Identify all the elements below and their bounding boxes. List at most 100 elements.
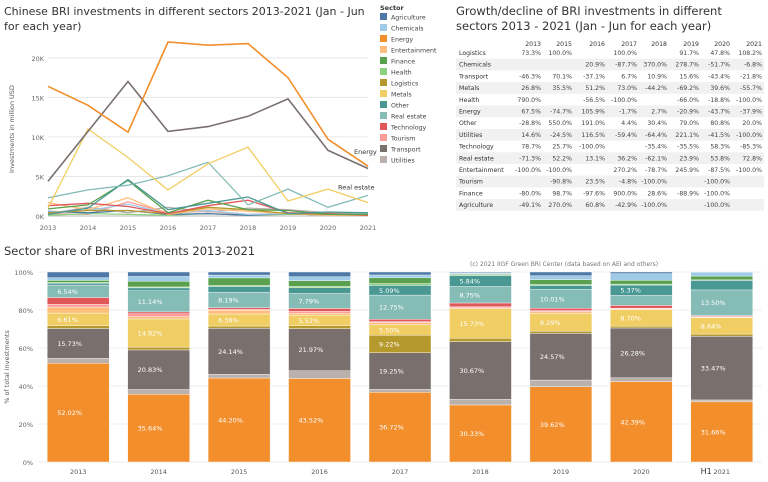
bar-segment-energy bbox=[207, 377, 271, 463]
table-row-label: Entertainment bbox=[459, 167, 504, 174]
line-chart: 0K 5K 10K 15K 20K 2013 2014 2015 2016 2017 2018 201… bbox=[8, 4, 437, 232]
legend-swatch-logistics bbox=[380, 79, 387, 86]
table-row-label: Logistics bbox=[459, 50, 486, 57]
table-cell: -100.0% bbox=[641, 179, 667, 186]
legend-swatch-finance bbox=[380, 57, 387, 64]
table-cell: 221.1% bbox=[675, 132, 699, 139]
data-label: 5.52% bbox=[299, 317, 320, 325]
bar-segment-other bbox=[529, 285, 593, 290]
table-cell: -35.4% bbox=[645, 144, 667, 151]
table-row-band bbox=[456, 82, 764, 94]
y-axis-label: Investments in million USD bbox=[8, 85, 16, 173]
table-cell: -37.1% bbox=[583, 73, 605, 80]
table-cell: 4.4% bbox=[621, 120, 637, 127]
y-tick-label: 100% bbox=[14, 269, 33, 277]
bar-segment-technology bbox=[368, 319, 432, 322]
data-label: 5.09% bbox=[379, 287, 400, 295]
x-tick-label: 2020 bbox=[633, 468, 650, 476]
table-cell: -71.3% bbox=[519, 155, 541, 162]
table-cell: 550.0% bbox=[548, 120, 572, 127]
data-label: 8.75% bbox=[459, 291, 480, 299]
table-cell: -37.9% bbox=[740, 109, 762, 116]
table-row-band bbox=[456, 152, 764, 164]
legend-label-chemicals: Chemicals bbox=[391, 26, 424, 33]
y-tick-label: 15K bbox=[31, 94, 44, 102]
table-cell: 26.8% bbox=[521, 85, 541, 92]
table-cell: -41.5% bbox=[708, 132, 730, 139]
bar-segment-logistics bbox=[610, 325, 673, 329]
x-tick-label: 2017 bbox=[392, 468, 409, 476]
line-chart-title: Chinese BRI investments in different sec… bbox=[4, 5, 365, 33]
bar-segment-logistics bbox=[690, 333, 753, 337]
x-tick-label: 2021 bbox=[360, 224, 377, 232]
data-label: 39.62% bbox=[540, 421, 565, 429]
table-cell: 72.8% bbox=[742, 155, 762, 162]
table-cell: -100.0% bbox=[611, 97, 637, 104]
table-cell: -87.7% bbox=[615, 62, 637, 69]
bar-segment-transport bbox=[127, 349, 190, 390]
table-cell: -21.8% bbox=[740, 73, 762, 80]
legend-label-utilities: Utilities bbox=[391, 158, 415, 165]
table-cell: 23.9% bbox=[679, 155, 699, 162]
bar-segment-utilities bbox=[288, 370, 351, 379]
table-cell: 35.5% bbox=[552, 85, 572, 92]
table-cell: 30.4% bbox=[647, 120, 667, 127]
table-cell: 73.0% bbox=[617, 85, 637, 92]
table-title: Growth/decline of BRI investments in dif… bbox=[456, 4, 722, 33]
table-cell: -80.0% bbox=[519, 190, 541, 197]
table-cell: -90.8% bbox=[550, 179, 572, 186]
x-tick-label: 2020 bbox=[320, 224, 337, 232]
table-cell: 60.8% bbox=[585, 202, 605, 209]
table-row-band bbox=[456, 105, 764, 118]
bar-segment-agriculture bbox=[288, 271, 351, 277]
table-row-label: Health bbox=[459, 97, 479, 104]
bar-chart-title: Sector share of BRI investments 2013-202… bbox=[4, 244, 256, 258]
x-tick-label: 2014 bbox=[80, 224, 97, 232]
table-cell: -49.1% bbox=[519, 202, 541, 209]
table-cell: 370.0% bbox=[643, 62, 667, 69]
table-cell: -43.7% bbox=[708, 109, 730, 116]
table-cell: 73.3% bbox=[521, 50, 541, 57]
bar-segment-technology bbox=[47, 297, 110, 305]
x-tick-label: 2016 bbox=[311, 468, 328, 476]
table-row-label: Finance bbox=[459, 190, 483, 197]
table-cell: -1.7% bbox=[619, 109, 637, 116]
legend-label-other: Other bbox=[391, 103, 409, 110]
bar-segment-finance bbox=[47, 280, 110, 283]
table-row-label: Tourism bbox=[458, 179, 483, 186]
table-header-2015: 2015 bbox=[556, 41, 572, 48]
x-tick-label: 2021 bbox=[714, 468, 731, 476]
table-cell: -62.1% bbox=[645, 155, 667, 162]
h1-marker: H1 bbox=[701, 467, 712, 476]
bar-segment-technology bbox=[610, 305, 673, 309]
bar-segment-metals bbox=[127, 318, 190, 348]
data-label: 20.83% bbox=[138, 366, 163, 374]
table-cell: 28.6% bbox=[647, 190, 667, 197]
table-cell: 100.0% bbox=[613, 50, 637, 57]
bar-segment-agriculture bbox=[47, 271, 110, 278]
bar-segment-utilities bbox=[690, 399, 753, 403]
bar-segment-finance bbox=[127, 281, 190, 288]
data-label: 5.50% bbox=[379, 327, 400, 335]
legend-swatch-other bbox=[380, 101, 387, 108]
bar-segment-utilities bbox=[127, 389, 190, 395]
table-cell: -20.9% bbox=[677, 109, 699, 116]
bar-segment-health bbox=[288, 286, 351, 288]
table-cell: 20.9% bbox=[585, 62, 605, 69]
bar-segment-tourism bbox=[127, 313, 190, 317]
bar-segment-chemicals bbox=[610, 273, 673, 281]
table-cell: 52.2% bbox=[552, 155, 572, 162]
bar-segment-logistics bbox=[207, 325, 271, 329]
y-tick-label: 0K bbox=[36, 213, 45, 221]
table-cell: 53.8% bbox=[710, 155, 730, 162]
y-tick-label: 40% bbox=[19, 383, 33, 391]
line-series-energy bbox=[47, 41, 369, 167]
bar-segment-finance bbox=[368, 277, 432, 284]
bar-segment-transport bbox=[529, 333, 593, 381]
data-label: 52.02% bbox=[57, 409, 82, 417]
bar-segment-agriculture bbox=[610, 271, 673, 274]
bar-segment-technology bbox=[288, 308, 351, 312]
y-tick-label: 80% bbox=[19, 307, 33, 315]
table-cell: 900.0% bbox=[613, 190, 637, 197]
